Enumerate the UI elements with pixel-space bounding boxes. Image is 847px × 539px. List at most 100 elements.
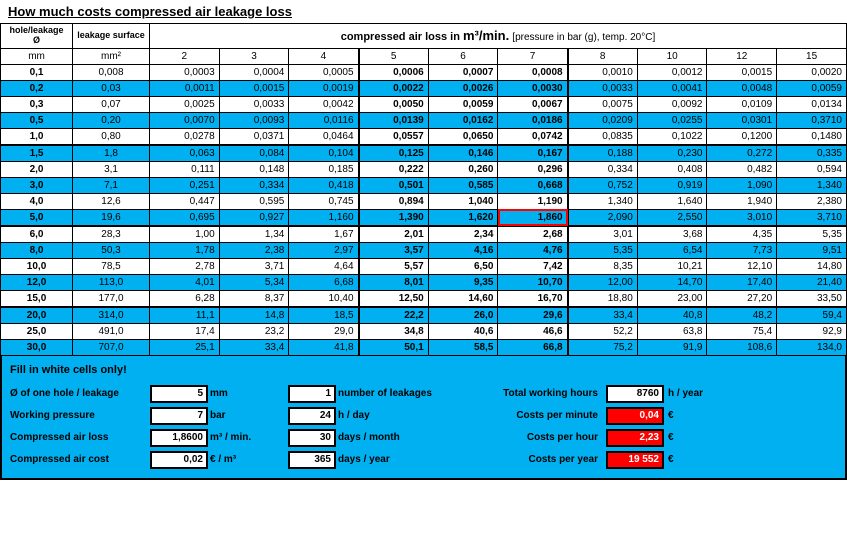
cell-value: 17,4 xyxy=(149,323,219,339)
cell-value: 21,40 xyxy=(777,274,847,290)
cell-value: 0,0139 xyxy=(359,112,429,128)
cell-value: 0,894 xyxy=(359,193,429,209)
cell-value: 29,6 xyxy=(498,307,568,324)
cell-value: 91,9 xyxy=(637,339,707,355)
cell-value: 1,390 xyxy=(359,209,429,226)
pressure-5: 5 xyxy=(359,48,429,64)
cell-value: 0,272 xyxy=(707,145,777,162)
cell-value: 1,860 xyxy=(498,209,568,226)
cell-value: 4,76 xyxy=(498,242,568,258)
cell-value: 0,1480 xyxy=(777,128,847,145)
cost-input[interactable]: 0,02 xyxy=(150,451,208,469)
cell-value: 0,0742 xyxy=(498,128,568,145)
cell-value: 1,340 xyxy=(777,177,847,193)
unit-mm2: mm² xyxy=(73,48,150,64)
cell-mm: 5,0 xyxy=(1,209,73,226)
cell-value: 10,40 xyxy=(289,290,359,307)
cell-mm: 6,0 xyxy=(1,226,73,243)
cell-mm: 0,5 xyxy=(1,112,73,128)
cell-value: 0,408 xyxy=(637,161,707,177)
cell-value: 40,6 xyxy=(428,323,498,339)
cell-value: 2,38 xyxy=(219,242,289,258)
cell-value: 18,5 xyxy=(289,307,359,324)
cell-value: 1,34 xyxy=(219,226,289,243)
cell-value: 34,8 xyxy=(359,323,429,339)
cell-value: 0,0019 xyxy=(289,80,359,96)
cell-value: 0,222 xyxy=(359,161,429,177)
cell-value: 1,940 xyxy=(707,193,777,209)
cell-value: 0,0186 xyxy=(498,112,568,128)
cell-value: 2,090 xyxy=(568,209,638,226)
pressure-10: 10 xyxy=(637,48,707,64)
cell-mm: 20,0 xyxy=(1,307,73,324)
press-unit: bar xyxy=(208,410,258,421)
cell-mm2: 0,07 xyxy=(73,96,150,112)
cell-value: 12,50 xyxy=(359,290,429,307)
cell-value: 0,185 xyxy=(289,161,359,177)
cell-mm: 8,0 xyxy=(1,242,73,258)
cell-value: 0,0255 xyxy=(637,112,707,128)
dyr-unit: days / year xyxy=(336,454,466,465)
numleak-unit: number of leakages xyxy=(336,388,466,399)
cell-mm2: 12,6 xyxy=(73,193,150,209)
cell-value: 52,2 xyxy=(568,323,638,339)
cell-value: 0,334 xyxy=(568,161,638,177)
hole-unit: mm xyxy=(208,388,258,399)
cell-mm2: 50,3 xyxy=(73,242,150,258)
cell-value: 75,4 xyxy=(707,323,777,339)
cell-value: 1,160 xyxy=(289,209,359,226)
cell-value: 108,6 xyxy=(707,339,777,355)
press-input[interactable]: 7 xyxy=(150,407,208,425)
fill-note: Fill in white cells only! xyxy=(10,362,837,382)
cell-value: 2,68 xyxy=(498,226,568,243)
cell-value: 0,668 xyxy=(498,177,568,193)
cell-value: 0,0022 xyxy=(359,80,429,96)
cell-value: 7,42 xyxy=(498,258,568,274)
cell-value: 0,3710 xyxy=(777,112,847,128)
cell-value: 0,0030 xyxy=(498,80,568,96)
cell-value: 0,0006 xyxy=(359,64,429,80)
cell-value: 0,0067 xyxy=(498,96,568,112)
cell-value: 0,0464 xyxy=(289,128,359,145)
numleak-input[interactable]: 1 xyxy=(288,385,336,403)
cell-value: 0,0075 xyxy=(568,96,638,112)
cell-value: 33,50 xyxy=(777,290,847,307)
cell-value: 6,68 xyxy=(289,274,359,290)
cell-value: 0,0162 xyxy=(428,112,498,128)
cell-value: 0,0059 xyxy=(428,96,498,112)
cpm-label: Costs per minute xyxy=(466,410,606,421)
toth-unit: h / year xyxy=(664,388,704,399)
cell-value: 0,0650 xyxy=(428,128,498,145)
cell-value: 0,0025 xyxy=(149,96,219,112)
cell-value: 2,380 xyxy=(777,193,847,209)
cell-value: 1,67 xyxy=(289,226,359,243)
cell-mm: 15,0 xyxy=(1,290,73,307)
cell-mm2: 113,0 xyxy=(73,274,150,290)
dyr-input[interactable]: 365 xyxy=(288,451,336,469)
cell-mm: 0,1 xyxy=(1,64,73,80)
hole-label: Ø of one hole / leakage xyxy=(10,388,150,399)
cpy-label: Costs per year xyxy=(466,454,606,465)
cell-value: 9,51 xyxy=(777,242,847,258)
cell-mm2: 7,1 xyxy=(73,177,150,193)
cell-value: 10,70 xyxy=(498,274,568,290)
cell-value: 0,0015 xyxy=(219,80,289,96)
pressure-12: 12 xyxy=(707,48,777,64)
cell-value: 0,296 xyxy=(498,161,568,177)
hday-input[interactable]: 24 xyxy=(288,407,336,425)
cell-value: 9,35 xyxy=(428,274,498,290)
dmon-input[interactable]: 30 xyxy=(288,429,336,447)
cell-value: 18,80 xyxy=(568,290,638,307)
cell-value: 2,550 xyxy=(637,209,707,226)
cell-value: 0,0033 xyxy=(568,80,638,96)
cell-value: 14,80 xyxy=(777,258,847,274)
cell-mm2: 0,20 xyxy=(73,112,150,128)
cell-value: 0,104 xyxy=(289,145,359,162)
cell-value: 0,1200 xyxy=(707,128,777,145)
cell-mm: 12,0 xyxy=(1,274,73,290)
cell-value: 4,35 xyxy=(707,226,777,243)
cell-value: 0,0835 xyxy=(568,128,638,145)
cell-mm: 10,0 xyxy=(1,258,73,274)
cpy-value: 19 552 xyxy=(606,451,664,469)
hole-input[interactable]: 5 xyxy=(150,385,208,403)
